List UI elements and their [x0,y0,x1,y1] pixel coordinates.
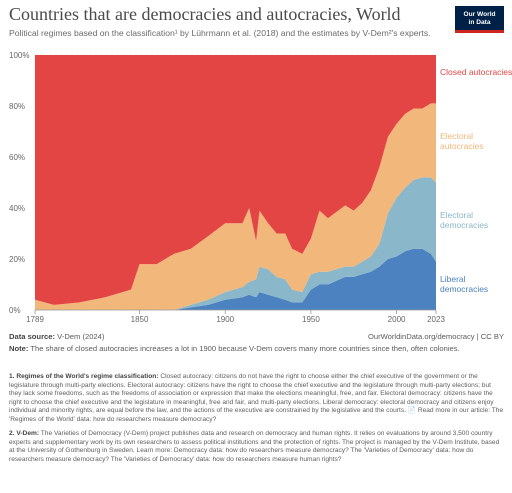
y-tick-label: 60% [9,153,25,162]
area-chart: 0% 20% 40% 60% 80% 100% 1789 1850 1900 1950 2000 2… [9,51,512,324]
source-value: V-Dem (2024) [57,332,105,341]
legend: Liberal democracies Electoral democracies El… [440,67,512,294]
note-row: Note: The share of closed autocracies in… [9,344,504,353]
legend-electoral-democracies[interactable]: Electoral democracies [440,210,488,230]
chart-areas [35,55,436,311]
x-tick-label: 1950 [302,315,320,324]
note-text: The share of closed autocracies increase… [30,344,460,353]
x-tick-label: 1789 [26,315,44,324]
footnote-2-text: The Varieties of Democracy (V-Dem) proje… [9,430,500,463]
chart-title: Countries that are democracies and autoc… [9,4,401,24]
owid-logo[interactable]: Our World in Data [455,6,504,33]
x-tick-label: 2023 [427,315,445,324]
y-tick-label: 80% [9,102,25,111]
x-axis: 1789 1850 1900 1950 2000 2023 [26,309,445,324]
y-tick-label: 0% [9,306,21,315]
x-tick-label: 2000 [388,315,406,324]
logo-line1: Our World [463,11,496,18]
footnote-2: 2. V-Dem: The Varieties of Democracy (V-… [9,430,504,464]
area-closed-autocracies[interactable] [35,55,436,305]
area-electoral-autocracies[interactable] [35,103,436,311]
footnotes: 1. Regimes of the World's regime classif… [9,373,504,470]
y-tick-label: 40% [9,204,25,213]
footnote-1-label: 1. Regimes of the World's regime classif… [9,373,159,380]
legend-liberal-democracies[interactable]: Liberal democracies [440,274,488,294]
y-axis: 0% 20% 40% 60% 80% 100% [9,51,29,315]
y-tick-label: 100% [9,51,29,60]
license-link[interactable]: OurWorldinData.org/democracy | CC BY [367,332,504,341]
footnote-1-text: Closed autocracy: citizens do not have t… [9,373,504,423]
area-liberal-democracies[interactable] [35,248,436,310]
x-tick-label: 1900 [216,315,234,324]
note-label: Note: [9,344,29,353]
footnote-2-label: 2. V-Dem: [9,430,40,437]
logo-line2: in Data [468,19,491,26]
area-electoral-democracies[interactable] [35,177,436,310]
legend-electoral-autocracies[interactable]: Electoral autocracies [440,131,483,151]
source-label: Data source: [9,332,56,341]
x-tick-label: 1850 [131,315,149,324]
footnote-1: 1. Regimes of the World's regime classif… [9,373,504,424]
legend-closed-autocracies[interactable]: Closed autocracies [440,67,512,77]
chart-subtitle: Political regimes based on the classific… [9,28,431,38]
y-tick-label: 20% [9,255,25,264]
source-row: Data source: V-Dem (2024) OurWorldinData… [9,332,504,341]
